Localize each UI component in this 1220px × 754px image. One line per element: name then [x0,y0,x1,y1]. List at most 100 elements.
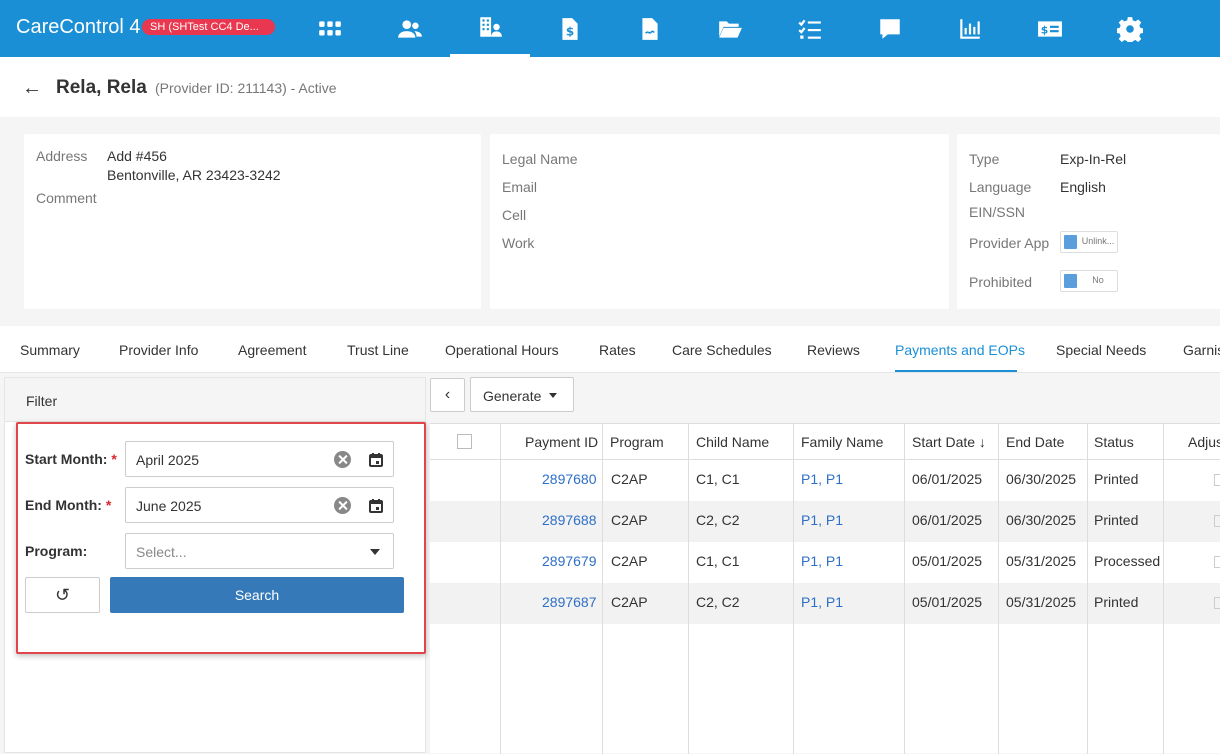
address-card: Address Add #456 Bentonville, AR 23423-3… [24,134,481,309]
header-program[interactable]: Program [610,434,664,450]
table-header: Payment ID Program Child Name Family Nam… [430,424,1220,460]
provider-tabs: Summary Provider Info Agreement Trust Li… [0,326,1220,373]
required-mark: * [111,451,117,467]
end-date-cell: 06/30/2025 [1006,512,1077,528]
header-start-date[interactable]: Start Date ↓ [912,434,986,450]
email-label: Email [502,179,538,195]
header-start-date-text: Start Date [912,434,976,450]
chevron-down-icon [370,549,380,555]
family-name-link[interactable]: P1, P1 [801,471,844,487]
program-select[interactable]: Select... [125,533,394,569]
start-date-cell: 05/01/2025 [912,553,983,569]
prohibited-label: Prohibited [969,274,1033,290]
status-cell: Printed [1094,471,1139,487]
calendar-icon[interactable] [368,498,384,514]
table-row[interactable]: 2897687 C2AP C2, C2 P1, P1 05/01/2025 05… [430,583,1220,624]
payments-table: Payment ID Program Child Name Family Nam… [430,423,1220,754]
prohibited-toggle[interactable]: No [1060,270,1118,292]
column-divider [1087,424,1088,754]
start-month-label-text: Start Month: [25,451,108,467]
provider-building-icon[interactable] [450,0,530,57]
type-label: Type [969,151,1000,167]
select-all-checkbox[interactable] [457,434,472,449]
column-divider [602,424,603,754]
start-date-cell: 06/01/2025 [912,512,983,528]
status-cell: Printed [1094,512,1139,528]
family-name-link[interactable]: P1, P1 [801,553,844,569]
tab-payments-and-eops[interactable]: Payments and EOPs [895,342,1025,358]
signed-document-icon[interactable] [610,0,690,57]
settings-gear-icon[interactable] [1090,0,1170,57]
payment-document-icon[interactable]: $ [530,0,610,57]
report-chart-icon[interactable] [930,0,1010,57]
folder-open-icon[interactable] [690,0,770,57]
environment-badge[interactable]: SH (SHTest CC4 De... [142,19,275,35]
type-value: Exp-In-Rel [1060,151,1127,167]
column-divider [998,424,999,754]
header-adjustment[interactable]: Adjus [1188,434,1220,450]
tab-rates[interactable]: Rates [599,342,636,358]
header-status[interactable]: Status [1094,434,1134,450]
end-date-cell: 05/31/2025 [1006,594,1077,610]
app-title[interactable]: CareControl 4 [16,16,141,38]
header-end-date[interactable]: End Date [1006,434,1065,450]
adjustment-checkbox[interactable] [1214,515,1220,527]
end-month-input[interactable]: June 2025 [125,487,394,523]
tab-trust-line[interactable]: Trust Line [347,342,409,358]
header-child-name[interactable]: Child Name [696,434,770,450]
header-family-name[interactable]: Family Name [801,434,884,450]
calendar-icon[interactable] [368,452,384,468]
required-mark: * [105,497,112,513]
start-month-input[interactable]: April 2025 [125,441,394,477]
column-divider [904,424,905,754]
provider-app-toggle[interactable]: Unlink... [1060,231,1118,253]
clear-icon[interactable] [334,497,351,514]
table-row-bg [430,583,1220,624]
start-date-cell: 05/01/2025 [912,594,983,610]
collapse-filter-button[interactable]: ‹ [430,378,465,412]
generate-dropdown-button[interactable]: Generate [470,377,574,412]
highlight-box [16,422,426,654]
payment-id-link[interactable]: 2897687 [542,594,597,610]
table-row[interactable]: 2897679 C2AP C1, C1 P1, P1 05/01/2025 05… [430,542,1220,583]
search-button[interactable]: Search [110,577,404,613]
back-arrow-icon[interactable]: ← [22,77,42,99]
family-name-link[interactable]: P1, P1 [801,594,844,610]
chevron-down-icon [549,393,557,398]
tab-garnishments[interactable]: Garnis [1183,342,1220,358]
ein-ssn-label: EIN/SSN [969,204,1026,220]
provider-name: Rela, Rela [56,77,147,98]
payment-id-link[interactable]: 2897680 [542,471,597,487]
adjustment-checkbox[interactable] [1214,597,1220,609]
clear-icon[interactable] [334,451,351,468]
tab-operational-hours[interactable]: Operational Hours [445,342,559,358]
tab-summary[interactable]: Summary [20,342,80,358]
program-cell: C2AP [611,553,648,569]
tab-special-needs[interactable]: Special Needs [1056,342,1147,358]
tab-care-schedules[interactable]: Care Schedules [672,342,772,358]
tab-provider-info[interactable]: Provider Info [119,342,199,358]
apps-grid-icon[interactable] [290,0,370,57]
column-divider [1163,424,1164,754]
status-cell: Processed [1094,553,1161,569]
billing-card-icon[interactable]: $ [1010,0,1090,57]
table-row-bg [430,501,1220,542]
filter-title: Filter [26,393,58,409]
payment-id-link[interactable]: 2897679 [542,553,597,569]
people-icon[interactable] [370,0,450,57]
reset-button[interactable]: ↺ [25,577,100,613]
payment-id-link[interactable]: 2897688 [542,512,597,528]
reset-icon: ↺ [54,585,71,605]
message-icon[interactable] [850,0,930,57]
table-row[interactable]: 2897680 C2AP C1, C1 P1, P1 06/01/2025 06… [430,460,1220,501]
checklist-icon[interactable] [770,0,850,57]
adjustment-checkbox[interactable] [1214,556,1220,568]
header-payment-id[interactable]: Payment ID [525,434,599,450]
family-name-link[interactable]: P1, P1 [801,512,844,528]
comment-label: Comment [36,190,97,206]
table-row[interactable]: 2897688 C2AP C2, C2 P1, P1 06/01/2025 06… [430,501,1220,542]
tab-reviews[interactable]: Reviews [807,342,860,358]
provider-details-card: Type Exp-In-Rel Language English EIN/SSN… [957,134,1220,309]
adjustment-checkbox[interactable] [1214,474,1220,486]
tab-agreement[interactable]: Agreement [238,342,307,358]
